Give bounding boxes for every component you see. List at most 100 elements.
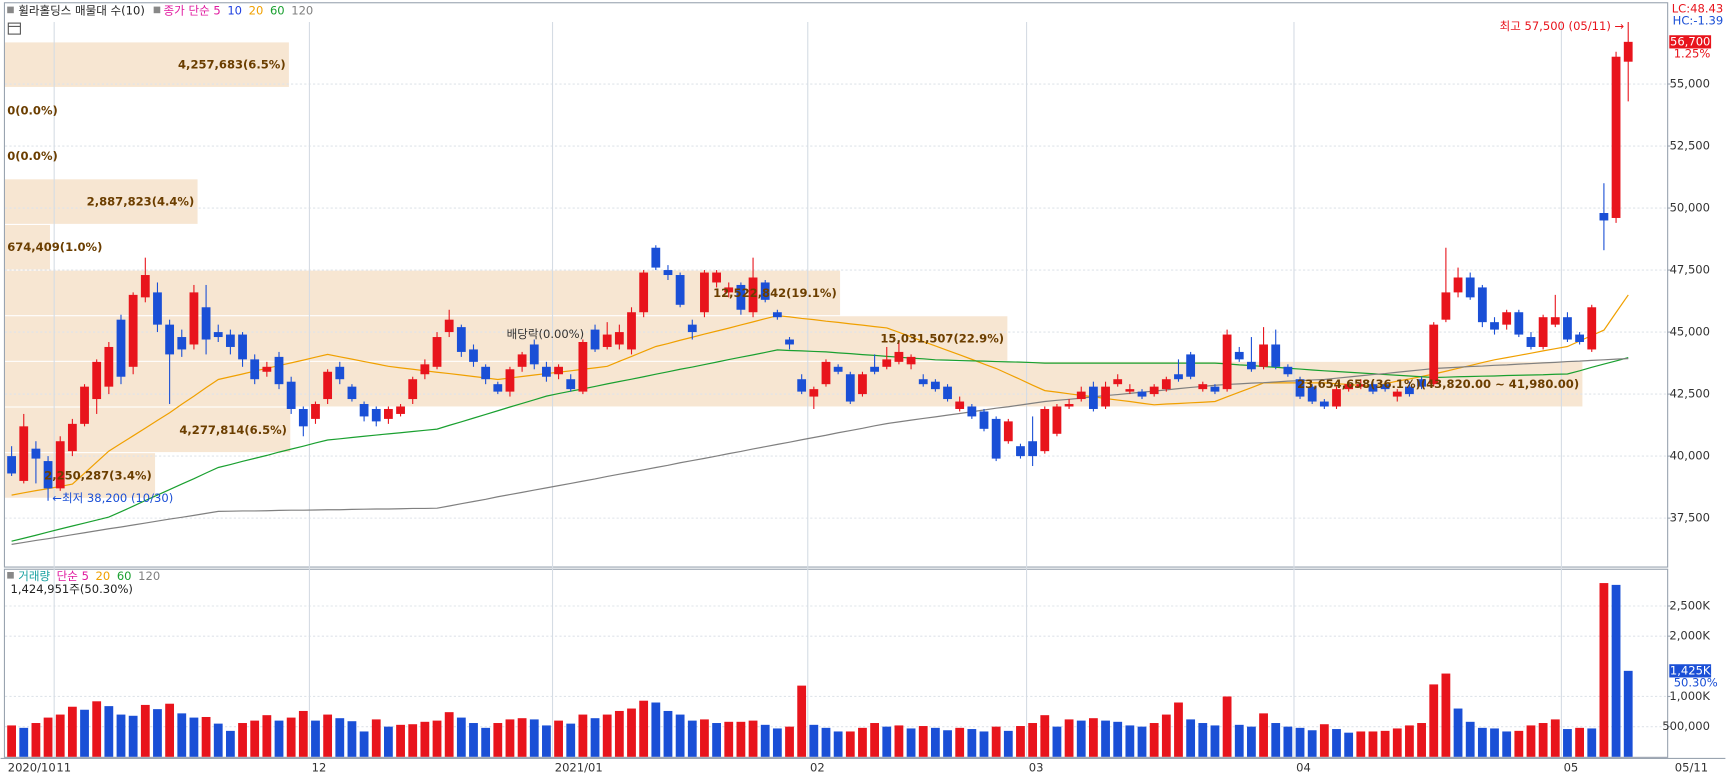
x-tick-label: 12 [312,760,327,774]
candle-body [785,339,794,345]
volume-bar [153,709,162,757]
volume-bar [1368,731,1378,757]
volume-bar [748,720,758,757]
volume-bar [189,717,199,757]
legend-entry: 종가 단순 5 [164,3,221,17]
candle-body [1380,384,1390,390]
volume-profile-value: 12,522,842(19.1%) [713,285,837,299]
volume-bar [943,730,952,757]
volume-bar [1319,724,1329,757]
candle-body [432,337,442,367]
candle-body [979,411,989,429]
candle-body [542,366,551,377]
candle-body [529,344,539,365]
candle-body [1210,386,1220,392]
volume-bar [955,727,965,757]
volume-bar [736,721,746,757]
volume-bar [1441,673,1451,757]
volume-bar [371,719,381,757]
candle-body [1234,351,1244,360]
candle-body [578,342,588,392]
volume-bar [797,685,807,757]
last-price-label: 56,700 [1670,34,1710,48]
candle-body [724,287,734,293]
volume-bar [979,731,989,757]
volume-bar [663,710,673,757]
volume-bar [1149,723,1159,757]
candle-body [1247,361,1256,370]
candle-body [408,379,418,400]
volume-profile-value: 15,031,507(22.9%) [880,331,1004,345]
candle-body [335,366,345,380]
volume-bar [1477,727,1487,757]
volume-profile-value: 23,654,658(36.1%) [1297,377,1421,391]
candle-body [1016,446,1025,457]
volume-bar [67,706,77,757]
volume-bar [408,724,418,757]
x-tick-label: 05 [1564,760,1579,774]
candle-body [760,282,770,300]
volume-bar [1064,719,1074,757]
volume-pane-frame [3,568,1669,758]
volume-bar [529,719,539,757]
candle-body [1465,277,1475,298]
y-tick-label: 500,000 [1662,719,1710,733]
y-tick-label: 1,000K [1669,689,1710,703]
marks-layer [7,22,1633,757]
volume-bar [1465,721,1475,757]
volume-bar [1599,583,1609,757]
candle-body [298,408,308,427]
volume-bar [469,723,478,757]
volume-bar [833,731,843,757]
volume-bar [493,723,503,757]
volume-bar [1234,724,1244,757]
candle-body [153,292,162,325]
volume-title: 거래량 [18,569,50,583]
volume-bar [165,703,175,757]
y-tick-label: 42,500 [1670,387,1710,401]
candle-body [104,346,114,387]
volume-bar [967,729,977,757]
candle-body [1222,334,1232,390]
volume-bar [396,724,405,757]
x-tick-label: 04 [1296,760,1311,774]
volume-bar [298,710,308,757]
candle-body [481,366,491,380]
volume-bar [1174,702,1183,757]
candle-body [31,448,41,459]
candle-body [7,456,16,474]
candle-body [1368,384,1378,392]
candle-body [943,386,952,400]
candle-body [43,461,53,489]
volume-bar [1283,726,1293,757]
candle-body [469,349,478,362]
calendar-icon[interactable] [7,22,21,35]
candle-body [602,334,612,347]
volume-bar [1429,684,1439,757]
volume-bar [858,727,867,757]
volume-bar [614,710,624,757]
candle-body [1003,421,1013,442]
volume-bar [687,720,697,757]
volume-profile-label: 15,031,507(22.9%) [880,331,1004,345]
candle-body [1599,213,1609,221]
candle-body [420,364,430,375]
volume-profile-label: 4,277,814(6.5%) [179,422,287,436]
candle-body [177,337,187,350]
volume-bar [651,702,661,757]
volume-bar [590,718,600,757]
legend-entry: 10 [227,3,242,17]
last-price-tag [1669,35,1712,49]
volume-bar [1210,725,1220,757]
candle-body [225,334,235,347]
volume-legend-entry: 60 [117,569,132,583]
volume-bar [384,726,393,757]
volume-bar [1052,726,1062,757]
volume-bar [639,700,649,757]
volume-info: 1,424,951주(50.30%) [11,582,133,596]
candle-body [359,404,369,417]
volume-bar [201,716,211,757]
candle-body [809,389,819,397]
volume-bar [517,718,527,757]
